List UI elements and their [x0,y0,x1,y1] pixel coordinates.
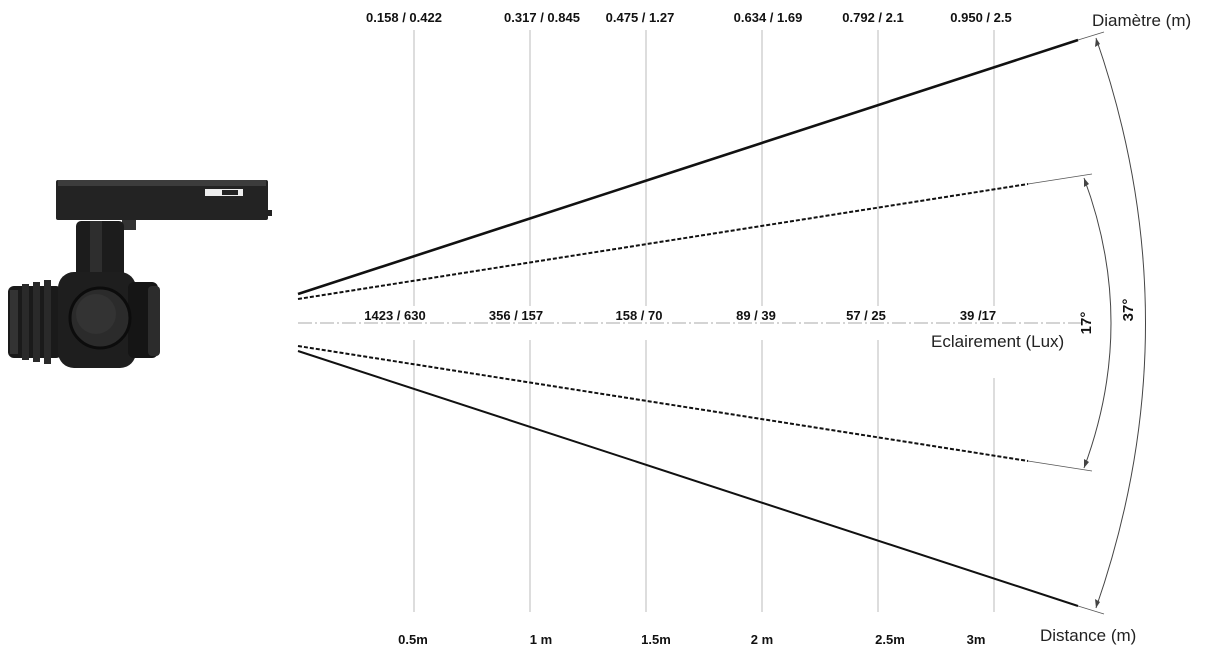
value-labels: 0.158 / 0.422 1423 / 630 0.5m 0.317 / 0.845… [364,10,1011,647]
narrow-beam-lower-edge [297,345,1029,462]
illuminance-value-label: 158 / 70 [616,308,663,323]
illuminance-value-label: 356 / 157 [489,308,543,323]
spotlight-fixture [8,180,272,368]
distance-guide-lines [413,30,995,612]
diameter-value-label: 0.792 / 2.1 [842,10,903,25]
narrow-extension-top [1027,173,1093,185]
narrow-arc-arrow-bottom [1084,459,1089,468]
illuminance-value-label: 1423 / 630 [364,308,425,323]
wide-arc-arrow-top [1095,38,1100,47]
wide-extension-top [1077,31,1105,41]
distance-value-label: 3m [967,632,986,647]
illuminance-value-label: 89 / 39 [736,308,776,323]
distance-value-label: 1.5m [641,632,671,647]
diameter-value-label: 0.317 / 0.845 [504,10,580,25]
narrow-beam-upper-edge [297,183,1029,300]
distance-value-label: 2 m [751,632,773,647]
narrow-arc-arrow-top [1084,178,1089,187]
diameter-value-label: 0.634 / 1.69 [734,10,803,25]
diameter-value-label: 0.158 / 0.422 [366,10,442,25]
narrow-extension-bottom [1027,460,1093,472]
wide-angle-label: 37° [1120,299,1137,322]
diameter-value-label: 0.950 / 2.5 [950,10,1011,25]
illuminance-value-label: 39 /17 [960,308,996,323]
narrow-angle-label: 17° [1078,312,1095,335]
distance-value-label: 1 m [530,632,552,647]
narrow-angle-arc [1083,177,1112,469]
diameter-value-label: 0.475 / 1.27 [606,10,675,25]
wide-arc-arrow-bottom [1095,599,1100,608]
illuminance-value-label: 57 / 25 [846,308,886,323]
wide-extension-bottom [1077,605,1105,615]
distance-value-label: 2.5m [875,632,905,647]
wide-beam-lower-edge [297,350,1079,607]
illuminance-title: Eclairement (Lux) [931,332,1064,351]
wide-angle-arc [1095,37,1146,609]
wide-beam-upper-edge [297,38,1079,296]
distance-value-label: 0.5m [398,632,428,647]
diameter-title: Diamètre (m) [1092,11,1191,30]
distance-title: Distance (m) [1040,626,1136,645]
